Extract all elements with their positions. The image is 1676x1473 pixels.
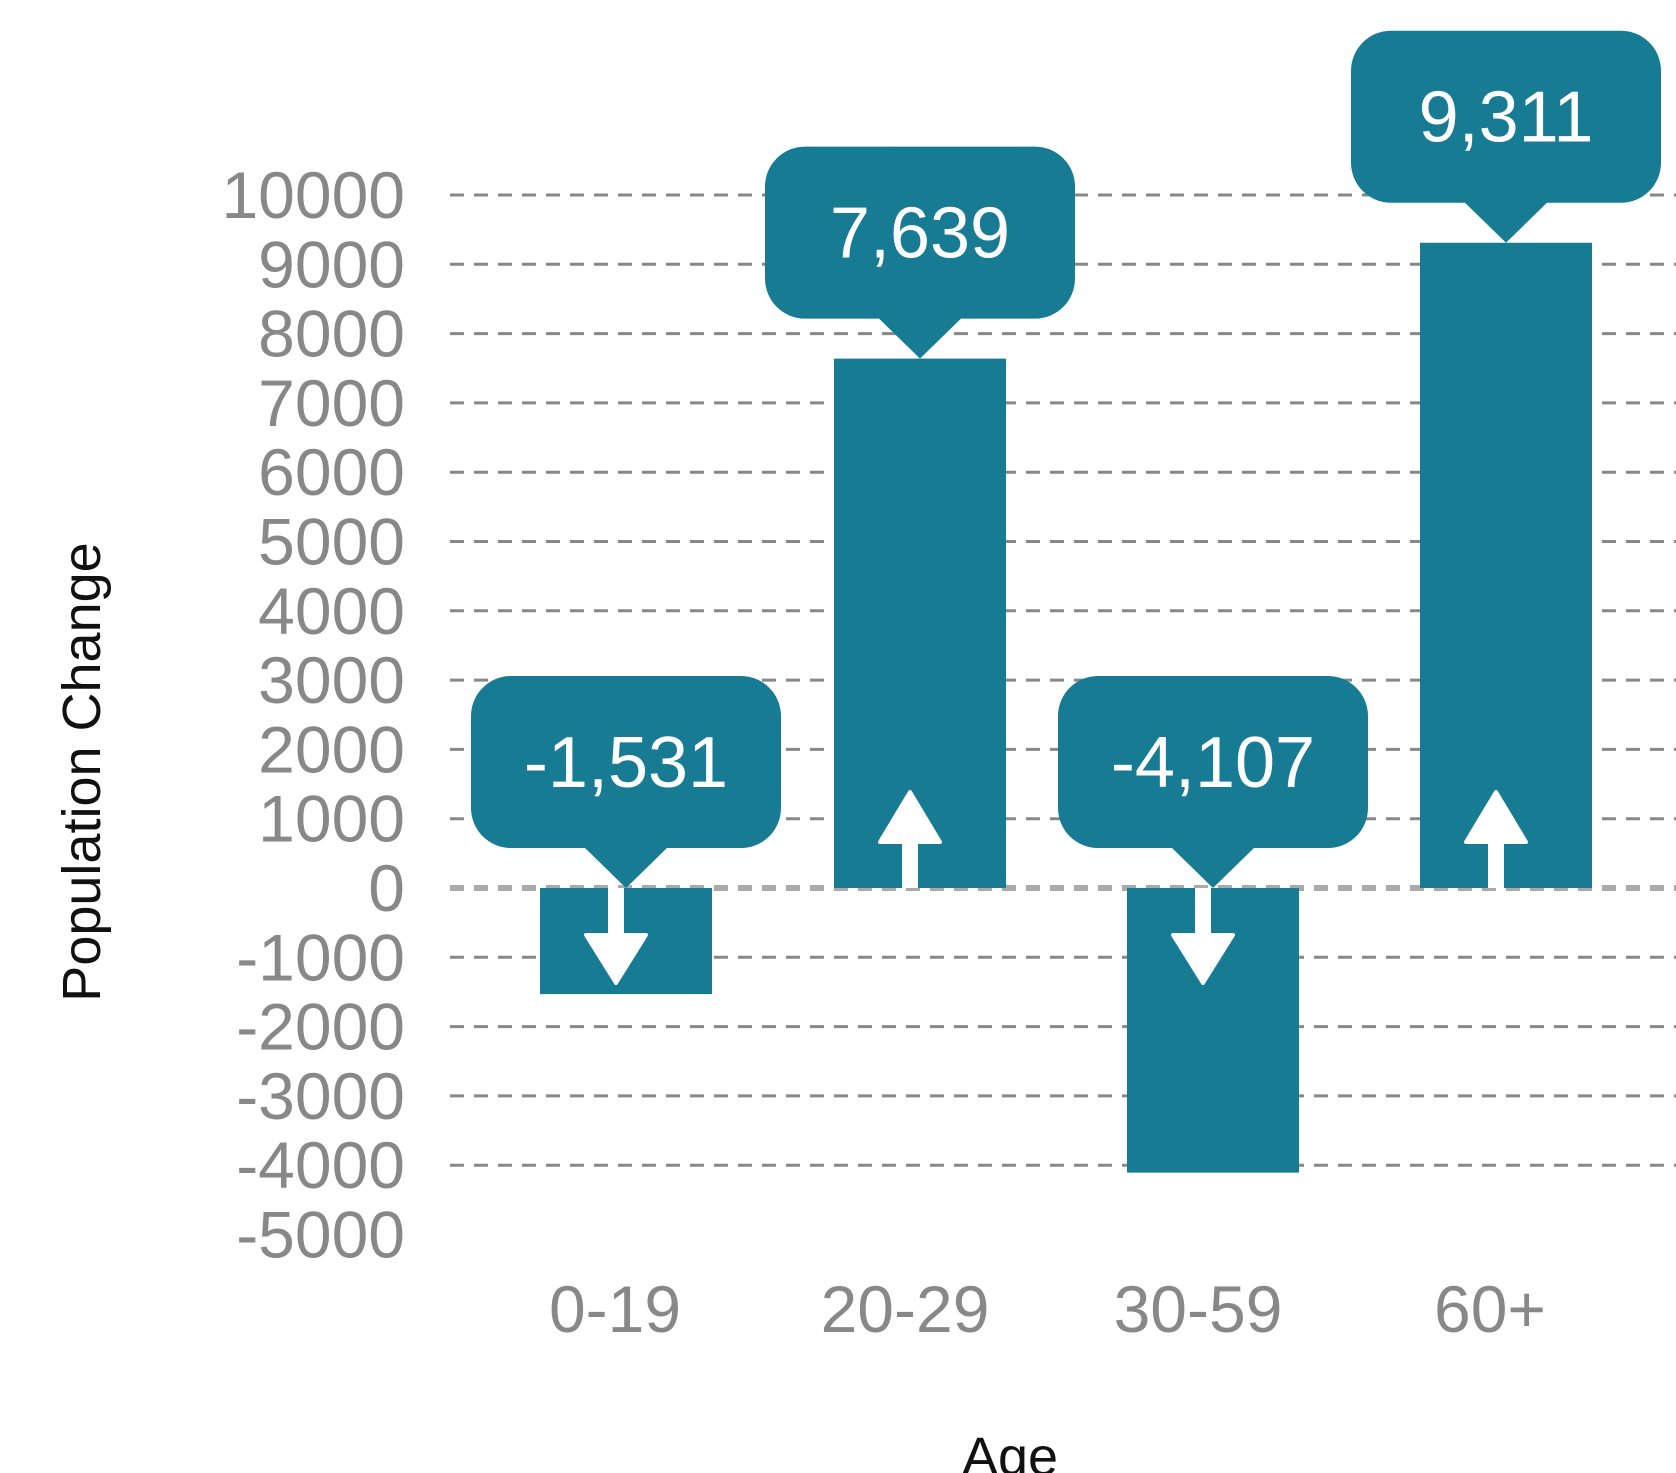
- x-tick-label: 30-59: [1114, 1272, 1283, 1346]
- data-label-callout: 9,311: [1351, 30, 1661, 243]
- y-tick-label: 7000: [258, 366, 405, 440]
- bars: -1,531 7,639 -4,107 9,311: [471, 30, 1661, 1173]
- data-label: -1,531: [524, 723, 728, 803]
- y-tick-label: -5000: [236, 1198, 405, 1272]
- y-axis-ticks: 1000090008000700060005000400030002000100…: [221, 158, 405, 1272]
- y-tick-label: 1000: [258, 782, 405, 856]
- bar-60+: [1420, 242, 1592, 889]
- data-label: 9,311: [1419, 78, 1594, 158]
- data-label: -4,107: [1111, 723, 1315, 803]
- data-label: 7,639: [830, 194, 1010, 274]
- y-tick-label: -2000: [236, 990, 405, 1064]
- y-tick-label: -4000: [236, 1128, 405, 1202]
- arrow-down-icon: [584, 888, 648, 985]
- bar-20-29: [834, 358, 1006, 888]
- y-tick-label: 3000: [258, 643, 405, 717]
- x-tick-label: 60+: [1434, 1272, 1546, 1346]
- y-tick-label: 5000: [258, 505, 405, 579]
- x-tick-label: 0-19: [549, 1272, 681, 1346]
- arrow-up-icon: [1464, 790, 1528, 888]
- x-axis-title: Age: [962, 1427, 1058, 1473]
- data-label-callout: -4,107: [1058, 676, 1368, 888]
- bar-30-59: [1127, 888, 1299, 1173]
- arrow-up-icon: [878, 790, 942, 888]
- y-axis-title: Population Change: [52, 542, 112, 1001]
- y-tick-label: -1000: [236, 920, 405, 994]
- y-tick-label: 8000: [258, 297, 405, 371]
- x-axis-ticks: 0-19 20-29 30-59 60+: [549, 1272, 1546, 1346]
- y-tick-label: 6000: [258, 435, 405, 509]
- y-tick-label: 4000: [258, 574, 405, 648]
- data-label-callout: 7,639: [765, 146, 1075, 359]
- y-tick-label: 0: [368, 851, 405, 925]
- y-tick-label: 2000: [258, 712, 405, 786]
- y-tick-label: 9000: [258, 227, 405, 301]
- y-tick-label: -3000: [236, 1059, 405, 1133]
- x-tick-label: 20-29: [821, 1272, 990, 1346]
- y-tick-label: 10000: [221, 158, 405, 232]
- data-label-callout: -1,531: [471, 676, 781, 888]
- arrow-down-icon: [1171, 888, 1235, 985]
